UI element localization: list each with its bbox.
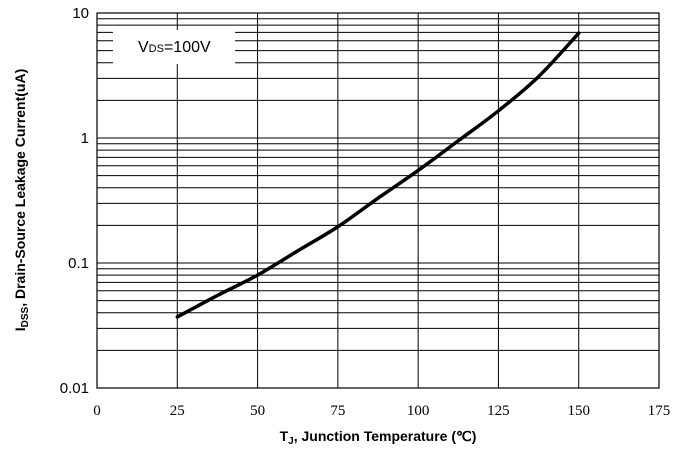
x-axis-title: TJ, Junction Temperature (℃) bbox=[280, 428, 477, 447]
x-tick-labels: 0 25 50 75 100 125 150 175 bbox=[93, 403, 670, 419]
grid bbox=[96, 13, 660, 389]
x-tick-label: 25 bbox=[170, 403, 185, 419]
annotation-sub: DS bbox=[149, 43, 164, 55]
y-axis-title: IDSS, Drain-Source Leakage Current(uA) bbox=[12, 69, 31, 332]
annotation-box: VDS=100V bbox=[113, 30, 235, 64]
y-tick-label: 1 bbox=[81, 130, 89, 147]
y-axis-title-sub: DSS bbox=[20, 306, 31, 327]
y-tick-label: 10 bbox=[72, 5, 89, 22]
series-curves bbox=[175, 31, 581, 319]
x-tick-label: 50 bbox=[250, 403, 265, 419]
x-axis-title-main: T bbox=[280, 428, 289, 444]
y-tick-label: 0.1 bbox=[68, 255, 89, 272]
annotation-background bbox=[113, 30, 235, 64]
y-axis-title-main: I bbox=[12, 327, 28, 331]
annotation-main: V bbox=[138, 39, 149, 56]
x-tick-label: 150 bbox=[567, 403, 590, 419]
y-axis-title-rest: , Drain-Source Leakage Current(uA) bbox=[12, 69, 28, 307]
x-tick-label: 100 bbox=[407, 403, 430, 419]
annotation-text: VDS=100V bbox=[138, 39, 211, 56]
x-axis-title-rest: , Junction Temperature (℃) bbox=[294, 428, 477, 444]
series-line-1 bbox=[175, 31, 581, 319]
annotation-rest: =100V bbox=[164, 39, 211, 56]
plot-frame bbox=[96, 12, 660, 389]
y-tick-label: 0.01 bbox=[60, 380, 89, 397]
x-tick-label: 0 bbox=[93, 403, 101, 419]
x-tick-label: 75 bbox=[330, 403, 345, 419]
plot-border bbox=[96, 12, 660, 389]
x-tick-label: 175 bbox=[648, 403, 671, 419]
y-tick-labels: 0.01 0.1 1 10 bbox=[60, 5, 89, 397]
x-tick-label: 125 bbox=[487, 403, 510, 419]
x-axis-title-sub: J bbox=[288, 436, 294, 447]
